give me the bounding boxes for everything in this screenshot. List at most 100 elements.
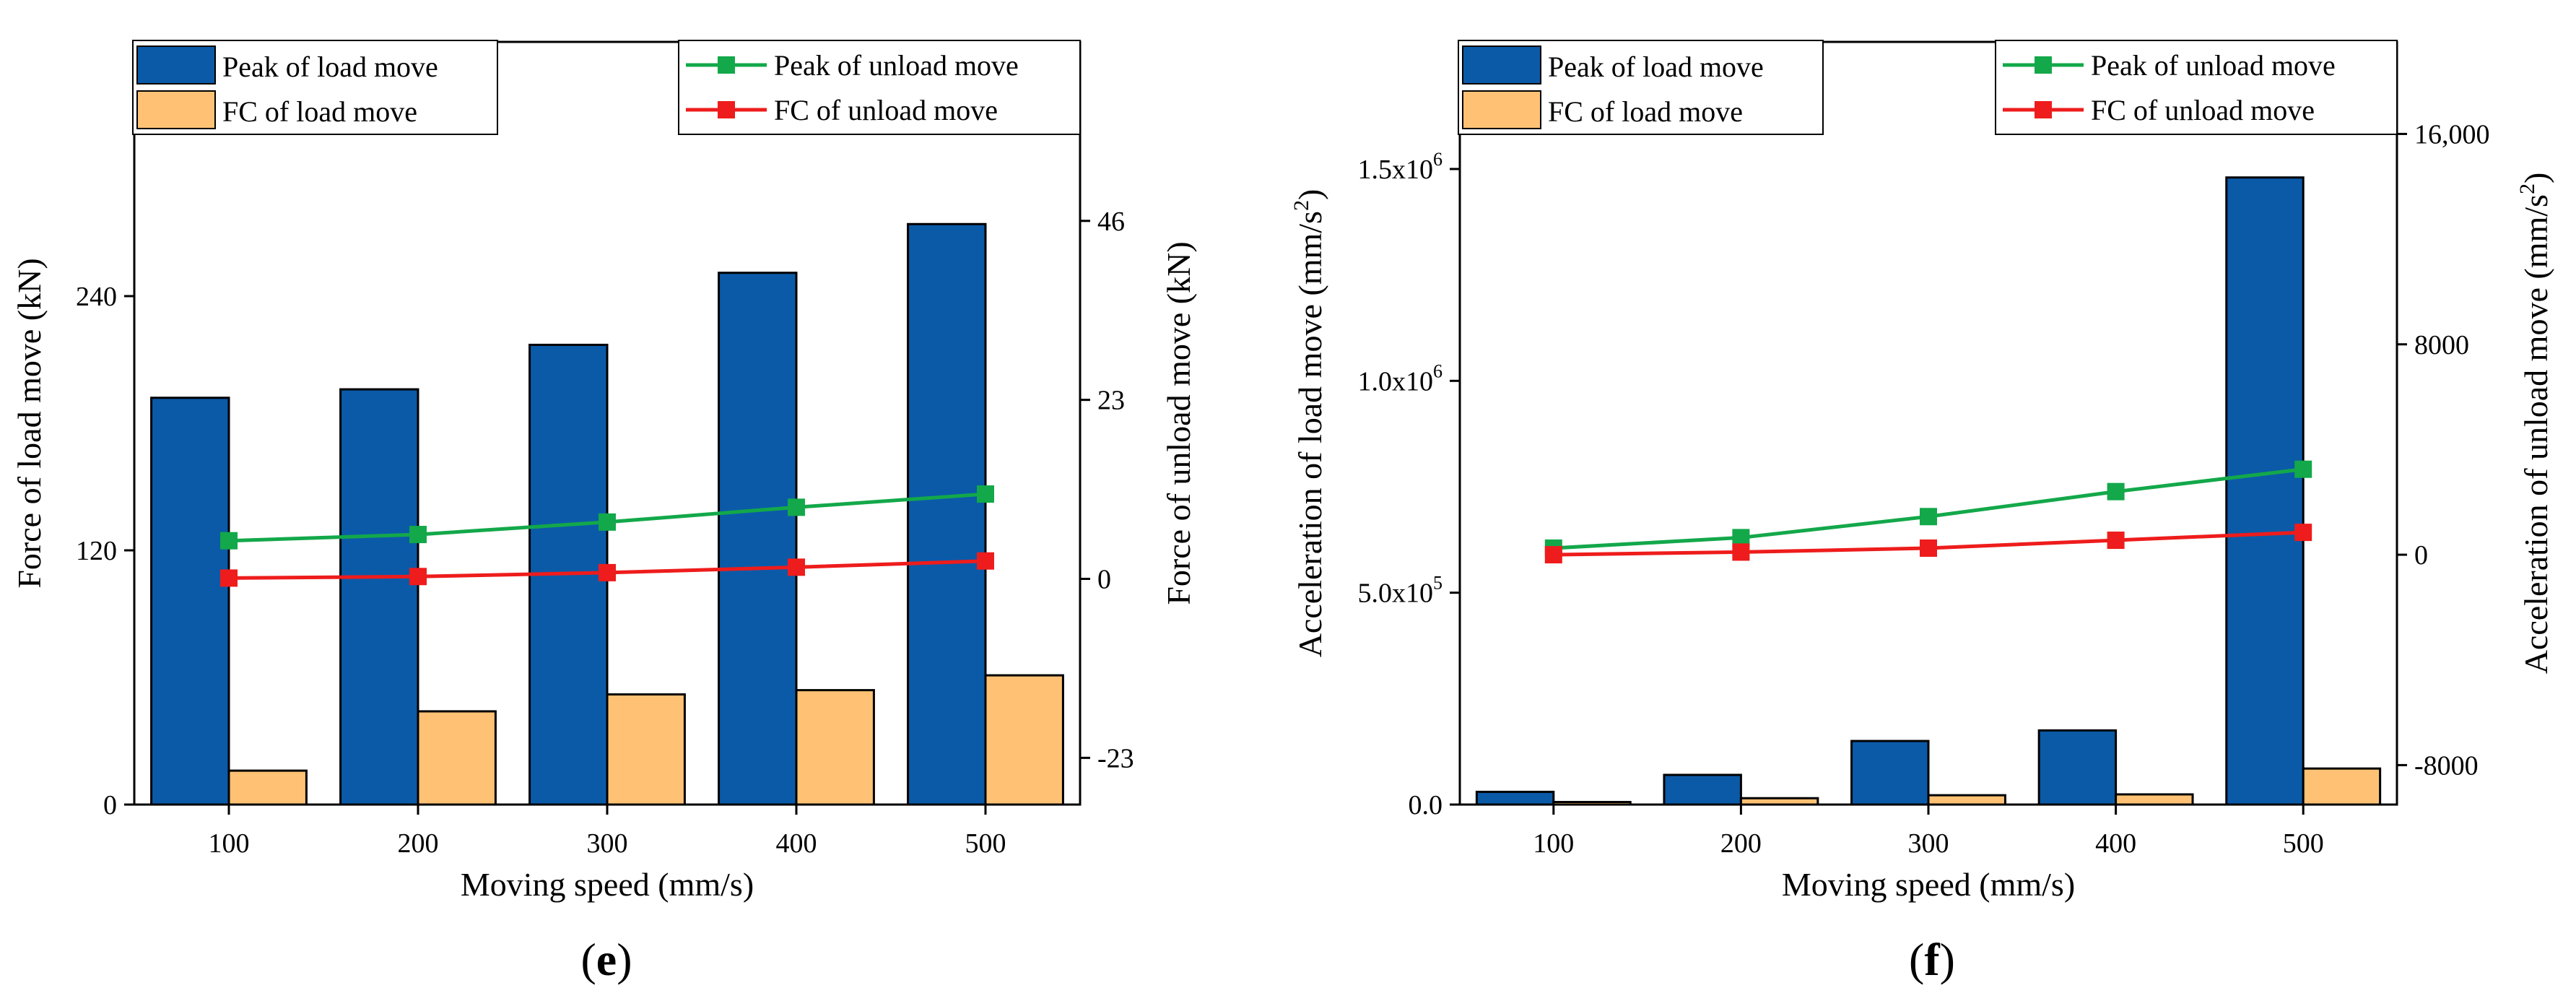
y-axis-label-close: ) — [1292, 189, 1328, 200]
marker-peak-unload-300 — [599, 513, 616, 531]
legend-swatch-fc-load — [1462, 90, 1541, 129]
bar-peak-load-100 — [150, 396, 230, 806]
y-tick-text: 1.0x10 — [1358, 366, 1434, 396]
panel-caption: (f) — [1909, 934, 1955, 985]
x-tick-label: 500 — [965, 828, 1006, 859]
y2-axis-label: Force of unload move (kN) — [1160, 241, 1197, 604]
legend-box-right — [678, 40, 1081, 135]
bar-peak-load-300 — [1850, 740, 1930, 806]
marker-peak-unload-100 — [220, 532, 238, 550]
bar-fc-load-100 — [227, 769, 308, 806]
bar-fc-load-300 — [606, 693, 686, 806]
y2-tick-label: 8000 — [2414, 330, 2469, 360]
marker-fc-unload-200 — [409, 568, 427, 586]
marker-fc-unload-400 — [2107, 532, 2125, 550]
y-tick-text: 0.0 — [1409, 790, 1443, 820]
legend-label-peak-load: Peak of load move — [1548, 51, 1764, 83]
y2-tick-label: 46 — [1097, 207, 1125, 237]
bar-peak-load-500 — [2225, 176, 2305, 806]
marker-fc-unload-500 — [977, 552, 994, 570]
y-axis-label: Force of load move (kN) — [11, 258, 48, 588]
marker-fc-unload-200 — [1732, 543, 1750, 561]
bar-peak-load-200 — [339, 388, 419, 806]
legend-box-right — [1995, 40, 2398, 135]
y2-tick-label: -8000 — [2414, 750, 2479, 781]
legend-marker-fc-unload — [718, 101, 735, 118]
caption-open: ( — [580, 934, 596, 985]
y-tick-label: 1.5x106 — [1358, 149, 1443, 185]
y-tick-text: 5.0x10 — [1358, 578, 1434, 609]
legend-marker-fc-unload — [2035, 101, 2052, 118]
caption-open: ( — [1909, 934, 1924, 985]
x-tick-label: 300 — [1908, 828, 1949, 859]
legend-label-peak-unload: Peak of unload move — [2091, 49, 2336, 82]
x-axis-label: Moving speed (mm/s) — [1782, 866, 2075, 903]
y2-axis-label-text: Force of unload move (kN) — [1160, 241, 1197, 604]
marker-peak-unload-300 — [1920, 508, 1937, 526]
legend-label-peak-load: Peak of load move — [222, 51, 438, 83]
marker-peak-unload-400 — [2107, 482, 2125, 500]
legend-label-fc-unload: FC of unload move — [774, 94, 998, 126]
y-axis-label-superscript: 2 — [1289, 200, 1313, 211]
x-tick-label: 200 — [1720, 828, 1762, 859]
bar-fc-load-400 — [795, 689, 875, 806]
legend-label-peak-unload: Peak of unload move — [774, 49, 1019, 82]
legend-label-fc-load: FC of load move — [222, 95, 417, 128]
x-tick-label: 500 — [2283, 828, 2324, 859]
marker-fc-unload-500 — [2294, 524, 2312, 542]
legend-marker-peak-unload — [2035, 56, 2052, 74]
panel-caption: (e) — [580, 934, 632, 985]
caption-letter: f — [1924, 934, 1940, 985]
bar-peak-load-100 — [1475, 790, 1555, 806]
y-tick-exponent: 5 — [1433, 573, 1443, 594]
marker-peak-unload-400 — [788, 498, 805, 516]
y-tick-label: 0 — [103, 790, 117, 820]
caption-letter: e — [596, 934, 617, 985]
y-tick-text: 1.5x10 — [1358, 155, 1434, 185]
legend-swatch-peak-load — [136, 46, 216, 84]
y-tick-text: 240 — [76, 282, 117, 312]
chart-panel-f: 100 200 300 400 500 Moving speed (mm/s) 0.0 5.0… — [1289, 40, 2554, 985]
bar-fc-load-500 — [2302, 767, 2382, 806]
y2-tick-label: 23 — [1097, 386, 1125, 416]
x-tick-label: 200 — [398, 828, 439, 859]
marker-fc-unload-100 — [220, 569, 238, 587]
x-tick-label: 400 — [776, 828, 817, 859]
legend-label-fc-unload: FC of unload move — [2091, 94, 2315, 126]
caption-close: ) — [1940, 934, 1955, 985]
y-tick-label: 5.0x105 — [1358, 573, 1443, 609]
y-tick-label: 0.0 — [1409, 790, 1443, 820]
y2-tick-label: -23 — [1097, 743, 1134, 774]
legend-marker-peak-unload — [718, 56, 735, 74]
y-tick-exponent: 6 — [1433, 149, 1443, 170]
marker-peak-unload-200 — [409, 526, 427, 544]
bar-peak-load-200 — [1663, 774, 1742, 806]
y-tick-label: 240 — [76, 282, 117, 312]
chart-panel-e: 100 200 300 400 500 Moving speed (mm/s) 0 120 24… — [11, 40, 1197, 985]
y2-tick-label: 16,000 — [2414, 119, 2490, 150]
legend: Peak of load move FC of load move Peak of … — [132, 40, 1081, 135]
x-tick-label: 100 — [1533, 828, 1574, 859]
y-axis-label-text: Acceleration of load move (mm/s — [1292, 211, 1328, 657]
y-tick-text: 120 — [76, 536, 117, 566]
bar-peak-load-400 — [2037, 729, 2118, 806]
legend-label-fc-load: FC of load move — [1548, 95, 1743, 128]
legend-swatch-peak-load — [1462, 46, 1541, 84]
y2-axis-label-superscript: 2 — [2515, 183, 2539, 194]
y2-axis-label-close: ) — [2518, 173, 2554, 183]
y-axis-label-text: Force of load move (kN) — [11, 258, 48, 588]
bar-fc-load-500 — [984, 674, 1064, 806]
x-tick-label: 400 — [2095, 828, 2136, 859]
legend: Peak of load move FC of load move Peak of … — [1458, 40, 2398, 135]
y2-tick-label: 0 — [2414, 540, 2428, 571]
y-axis-label: Acceleration of load move (mm/s2) — [1289, 189, 1328, 658]
y2-axis-label-text: Acceleration of unload move (mm/s — [2518, 194, 2554, 674]
bar-peak-load-400 — [718, 272, 798, 806]
x-axis-label: Moving speed (mm/s) — [461, 866, 754, 903]
marker-peak-unload-500 — [2294, 460, 2312, 478]
caption-close: ) — [617, 934, 632, 985]
marker-fc-unload-300 — [1920, 539, 1937, 557]
x-tick-label: 100 — [209, 828, 250, 859]
y2-axis-label: Acceleration of unload move (mm/s2) — [2515, 173, 2554, 675]
y-tick-exponent: 6 — [1433, 360, 1443, 381]
